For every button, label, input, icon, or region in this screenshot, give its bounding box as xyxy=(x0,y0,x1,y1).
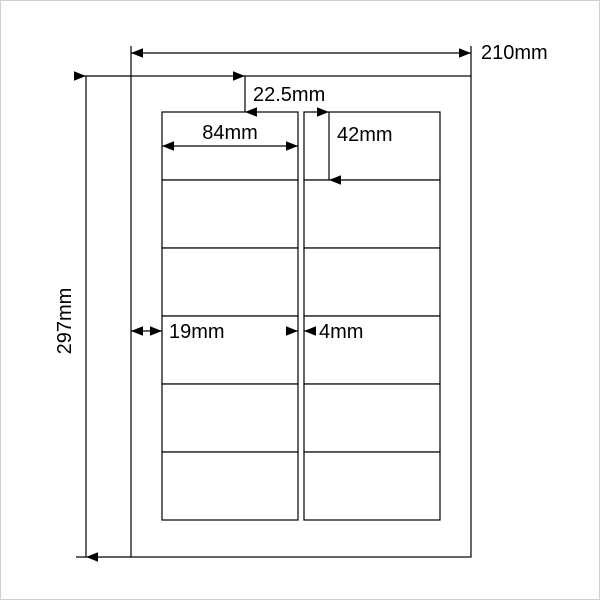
dim-left-margin-label: 19mm xyxy=(169,321,225,343)
dim-page-height-label: 297mm xyxy=(54,288,76,355)
dim-top-margin-label: 22.5mm xyxy=(253,84,325,106)
layout-diagram: 210mm 297mm 22.5mm 84mm 42mm 19mm 4mm xyxy=(1,1,600,601)
dim-label-height-label: 42mm xyxy=(337,124,393,146)
dim-label-width-label: 84mm xyxy=(202,122,258,144)
diagram-container: { "diagram": { "type": "technical-layout… xyxy=(0,0,600,600)
dim-page-height: 297mm xyxy=(54,76,131,557)
dim-gutter-label: 4mm xyxy=(319,321,363,343)
dim-page-width: 210mm xyxy=(131,42,548,76)
dim-page-width-label: 210mm xyxy=(481,42,548,64)
